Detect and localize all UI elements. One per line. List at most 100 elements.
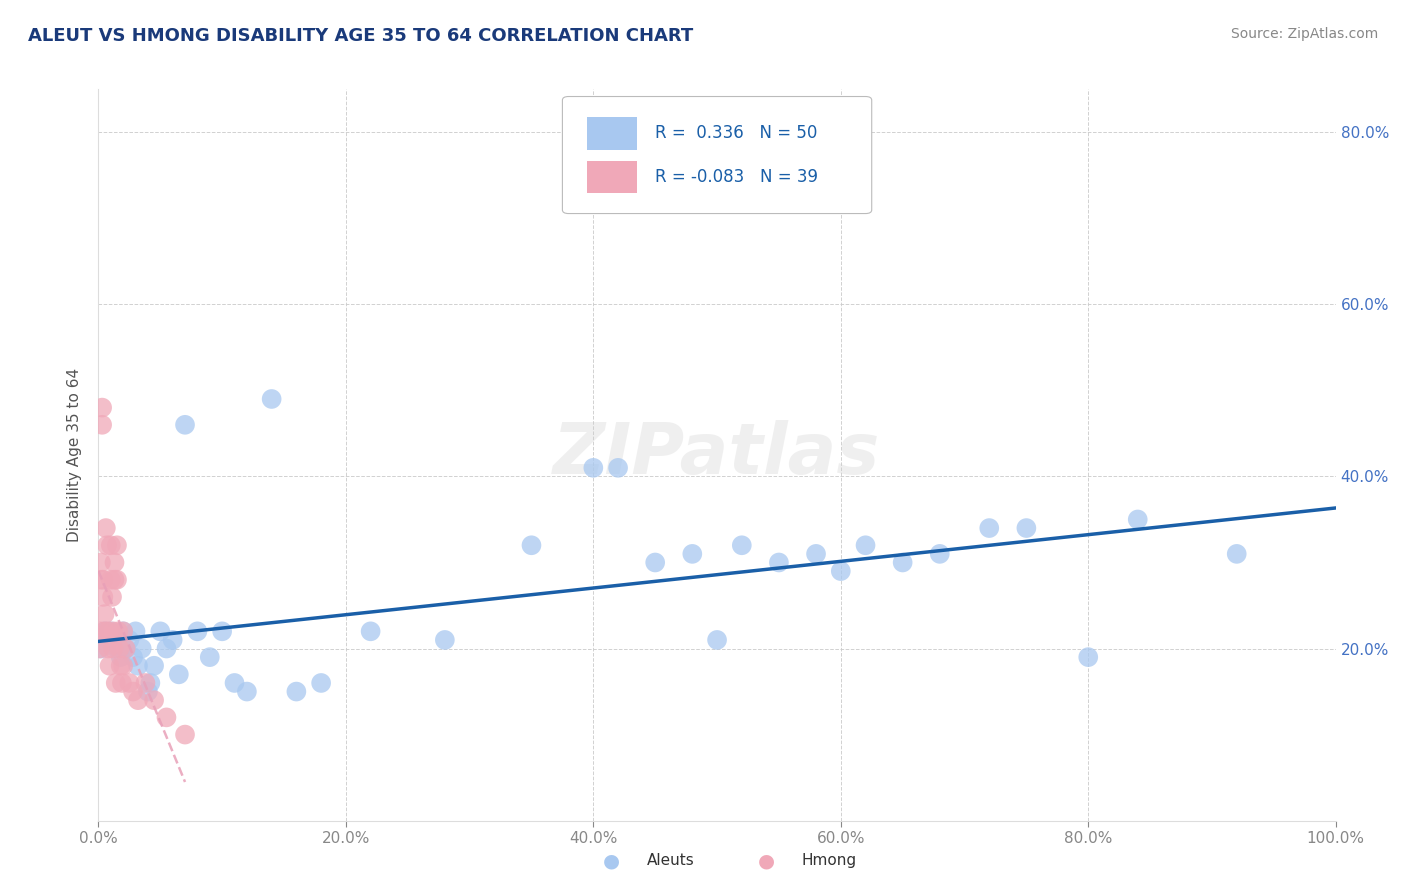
Point: [174, 417, 197, 432]
Point: [360, 624, 382, 639]
Point: [90, 556, 112, 570]
Point: [122, 650, 145, 665]
Point: [139, 676, 162, 690]
Point: [224, 676, 246, 690]
Point: [90, 573, 112, 587]
Point: [830, 564, 852, 578]
Point: [103, 573, 125, 587]
Point: [309, 676, 332, 690]
Point: [93, 624, 115, 639]
Point: [131, 641, 153, 656]
Point: [891, 556, 914, 570]
Point: [198, 650, 221, 665]
Point: [112, 658, 135, 673]
Point: [520, 538, 543, 552]
Point: [731, 538, 754, 552]
Point: [89, 624, 111, 639]
Text: ALEUT VS HMONG DISABILITY AGE 35 TO 64 CORRELATION CHART: ALEUT VS HMONG DISABILITY AGE 35 TO 64 C…: [28, 27, 693, 45]
Text: ●: ●: [758, 851, 775, 871]
Point: [1077, 650, 1099, 665]
Point: [681, 547, 703, 561]
Point: [149, 624, 172, 639]
Point: [122, 684, 145, 698]
Point: [104, 676, 127, 690]
Point: [127, 693, 149, 707]
Point: [1226, 547, 1249, 561]
Point: [93, 624, 115, 639]
Point: [103, 632, 125, 647]
Text: R =  0.336   N = 50: R = 0.336 N = 50: [655, 124, 817, 142]
Point: [1126, 512, 1149, 526]
Point: [136, 684, 159, 698]
Point: [105, 573, 128, 587]
Point: [582, 460, 605, 475]
Point: [143, 658, 166, 673]
Text: ●: ●: [603, 851, 620, 871]
Point: [114, 641, 136, 656]
Text: R = -0.083   N = 39: R = -0.083 N = 39: [655, 168, 818, 186]
Point: [607, 460, 630, 475]
Point: [127, 658, 149, 673]
Point: [174, 728, 197, 742]
Point: [101, 590, 124, 604]
Point: [167, 667, 190, 681]
Point: [105, 641, 128, 656]
Point: [93, 590, 115, 604]
Point: [91, 417, 114, 432]
Point: [98, 658, 121, 673]
Point: [100, 573, 122, 587]
Point: [285, 684, 308, 698]
Point: [124, 624, 146, 639]
Point: [105, 538, 128, 552]
Point: [112, 624, 135, 639]
Point: [111, 676, 134, 690]
Text: ZIPatlas: ZIPatlas: [554, 420, 880, 490]
Point: [91, 401, 114, 415]
Point: [162, 632, 184, 647]
Point: [100, 538, 122, 552]
Point: [108, 641, 131, 656]
Point: [103, 641, 125, 656]
Point: [155, 710, 177, 724]
Point: [100, 624, 122, 639]
Text: Aleuts: Aleuts: [647, 854, 695, 868]
Point: [97, 632, 120, 647]
Point: [143, 693, 166, 707]
Point: [1015, 521, 1038, 535]
Point: [93, 607, 115, 621]
Point: [103, 624, 125, 639]
Point: [114, 641, 136, 656]
Point: [155, 641, 177, 656]
Point: [236, 684, 259, 698]
Point: [110, 658, 132, 673]
FancyBboxPatch shape: [588, 161, 637, 194]
Point: [94, 521, 117, 535]
Point: [804, 547, 827, 561]
FancyBboxPatch shape: [588, 117, 637, 150]
Point: [110, 650, 132, 665]
Point: [768, 556, 790, 570]
Point: [103, 556, 125, 570]
Point: [134, 676, 156, 690]
Point: [433, 632, 456, 647]
Point: [97, 641, 120, 656]
Point: [706, 632, 728, 647]
Point: [112, 624, 135, 639]
Point: [979, 521, 1001, 535]
Point: [89, 641, 111, 656]
Point: [928, 547, 950, 561]
Point: [855, 538, 877, 552]
Point: [96, 538, 118, 552]
Point: [118, 676, 141, 690]
Point: [97, 624, 120, 639]
Point: [211, 624, 233, 639]
Text: Source: ZipAtlas.com: Source: ZipAtlas.com: [1230, 27, 1378, 41]
FancyBboxPatch shape: [562, 96, 872, 213]
Text: Hmong: Hmong: [801, 854, 856, 868]
Point: [90, 641, 112, 656]
Point: [107, 624, 129, 639]
Point: [118, 632, 141, 647]
Point: [644, 556, 666, 570]
Point: [93, 573, 115, 587]
Point: [260, 392, 283, 406]
